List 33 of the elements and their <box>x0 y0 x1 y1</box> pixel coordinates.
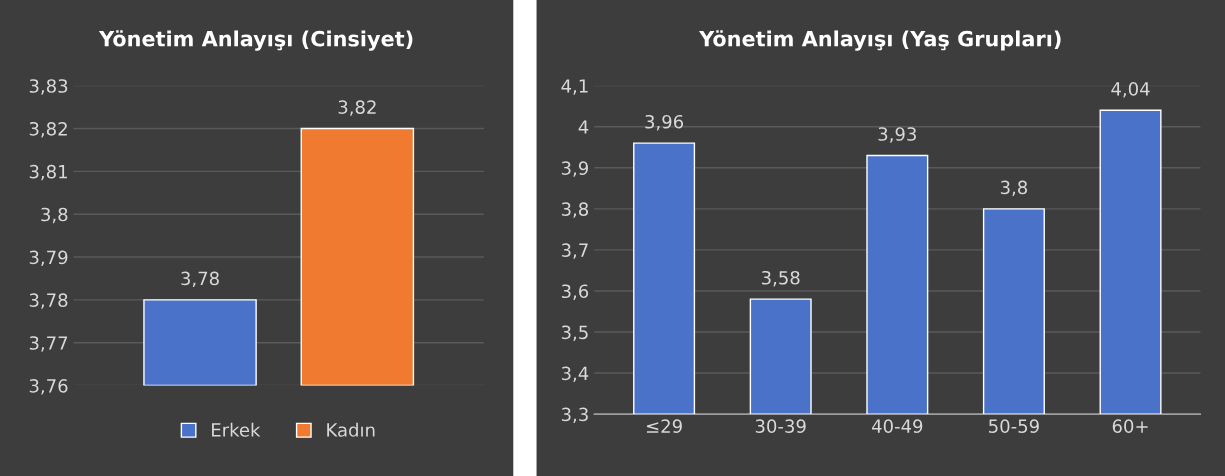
data-label: 3,8 <box>1000 180 1028 197</box>
y-tick-label: 3,78 <box>29 293 68 309</box>
data-label: 3,58 <box>761 270 800 287</box>
y-tick-label: 3,81 <box>29 164 67 181</box>
y-tick-label: 3,7 <box>561 243 588 259</box>
legend-label: Erkek <box>212 422 261 437</box>
y-tick-label: 3,76 <box>29 379 68 395</box>
data-label: 3,93 <box>878 127 916 143</box>
y-tick-label: 4,1 <box>561 79 588 95</box>
chart-title: Yönetim Anlayışı (Cinsiyet) <box>98 30 413 51</box>
y-tick-label: 3,83 <box>29 79 68 95</box>
x-tick-label: 60+ <box>1112 419 1148 433</box>
data-label: 4,04 <box>1111 82 1150 98</box>
y-tick-label: 3,77 <box>29 336 68 352</box>
y-tick-label: 3,3 <box>561 407 588 424</box>
legend-label: Kadın <box>327 422 375 437</box>
chart-title: Yönetim Anlayışı (Yaş Grupları) <box>698 30 1061 51</box>
x-tick-label: 50-59 <box>989 419 1039 433</box>
y-tick-label: 3,6 <box>561 284 589 300</box>
x-tick-label: ≤29 <box>646 419 682 433</box>
x-tick-label: 40-49 <box>871 419 923 433</box>
x-tick-label: 30-39 <box>755 419 806 433</box>
y-tick-label: 3,82 <box>29 121 67 138</box>
y-tick-label: 3,8 <box>41 207 68 224</box>
y-tick-label: 3,5 <box>561 325 588 341</box>
data-label: 3,96 <box>645 114 684 131</box>
data-label: 3,78 <box>181 271 219 288</box>
y-tick-label: 3,8 <box>561 202 589 218</box>
y-tick-label: 4 <box>578 120 589 134</box>
y-tick-label: 3,9 <box>561 161 588 177</box>
data-label: 3,82 <box>338 100 376 116</box>
y-tick-label: 3,79 <box>29 250 68 266</box>
y-tick-label: 3,4 <box>561 366 589 383</box>
